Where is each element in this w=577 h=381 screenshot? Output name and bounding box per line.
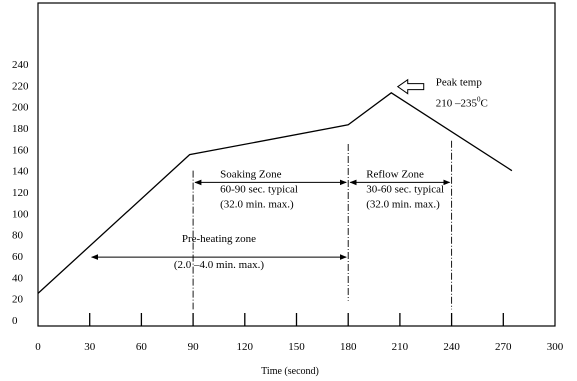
x-tick-label: 60 (136, 341, 148, 353)
y-tick-label: 20 (12, 294, 24, 306)
x-tick-label: 180 (340, 341, 357, 353)
preheating-zone-label: Pre-heating zone (182, 233, 256, 245)
y-tick-label: 40 (12, 272, 24, 284)
reflow-zone-label: Reflow Zone (366, 168, 424, 180)
y-tick-label: 240 (12, 59, 29, 71)
plot-frame (37, 2, 556, 327)
y-tick-label: 80 (12, 230, 24, 242)
temperature-profile-line (37, 92, 513, 294)
x-axis-title: Time (second) (261, 366, 319, 377)
x-tick-label: 90 (188, 341, 200, 353)
x-tick-label: 150 (288, 341, 305, 353)
peak-temp-range: 210 –2350C (436, 96, 488, 110)
x-tick-label: 210 (392, 341, 409, 353)
x-tick-label: 270 (495, 341, 512, 353)
y-tick-label: 220 (12, 80, 29, 92)
preheating-zone-label: (2.0 –4.0 min. max.) (174, 259, 264, 271)
reflow-zone-label: (32.0 min. max.) (366, 198, 440, 210)
y-tick-label: 100 (12, 208, 29, 220)
peak-temp-label: Peak temp (436, 77, 483, 89)
y-tick-label: 200 (12, 102, 29, 114)
y-tick-label: 60 (12, 251, 24, 263)
y-tick-label: 140 (12, 166, 29, 178)
x-tick-label: 240 (443, 341, 460, 353)
soaking-zone-label: (32.0 min. max.) (220, 198, 294, 210)
reflow-zone-label: 30-60 sec. typical (366, 183, 444, 195)
x-tick-label: 120 (237, 341, 254, 353)
soaking-zone-label: Soaking Zone (220, 168, 282, 180)
x-tick-label: 0 (35, 341, 41, 353)
peak-pointer-arrow (396, 78, 425, 95)
x-tick-label: 30 (84, 341, 96, 353)
soaking-zone-label: 60-90 sec. typical (220, 183, 298, 195)
y-tick-label: 180 (12, 123, 29, 135)
y-tick-label: 160 (12, 144, 29, 156)
y-tick-label: 120 (12, 187, 29, 199)
y-tick-label: 0 (12, 315, 18, 327)
x-tick-label: 300 (547, 341, 564, 353)
